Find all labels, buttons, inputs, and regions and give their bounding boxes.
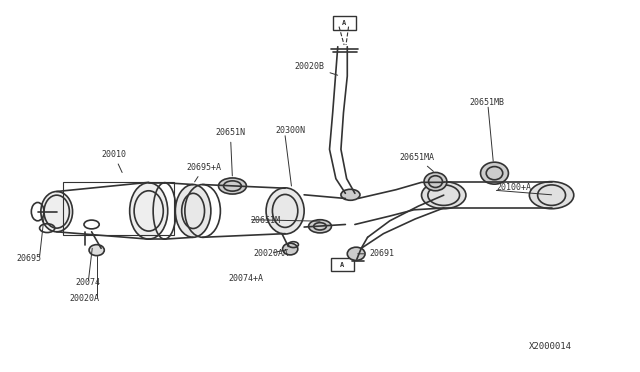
Ellipse shape	[529, 182, 574, 209]
Bar	[333, 16, 356, 29]
Ellipse shape	[481, 162, 508, 184]
Text: 20651MA: 20651MA	[399, 153, 435, 171]
Ellipse shape	[175, 185, 211, 237]
Text: 20695: 20695	[17, 254, 42, 263]
Ellipse shape	[422, 182, 466, 209]
Text: 20651M: 20651M	[250, 216, 280, 225]
Text: 20020B: 20020B	[294, 62, 338, 75]
Ellipse shape	[41, 192, 72, 232]
Text: 20020A: 20020A	[69, 294, 99, 304]
Text: A: A	[342, 20, 346, 26]
Text: 20074: 20074	[76, 278, 100, 287]
Ellipse shape	[266, 188, 304, 234]
Text: 20651N: 20651N	[215, 128, 245, 176]
Text: 20010: 20010	[101, 150, 126, 173]
Ellipse shape	[424, 173, 447, 191]
Text: A: A	[340, 262, 344, 268]
Ellipse shape	[89, 245, 104, 256]
Ellipse shape	[218, 178, 246, 194]
Text: 20695+A: 20695+A	[187, 163, 222, 182]
Bar	[331, 258, 354, 272]
Text: 20300N: 20300N	[276, 126, 305, 135]
Text: X2000014: X2000014	[529, 342, 572, 351]
Ellipse shape	[341, 189, 360, 200]
Text: 20074+A: 20074+A	[228, 274, 263, 283]
Ellipse shape	[130, 183, 168, 239]
Text: 20651MB: 20651MB	[469, 98, 504, 108]
Text: 20691: 20691	[358, 249, 394, 259]
Text: 20020AA: 20020AA	[253, 248, 289, 258]
Ellipse shape	[283, 243, 298, 255]
Ellipse shape	[348, 247, 365, 260]
Text: 20100+A: 20100+A	[497, 183, 531, 192]
Bar	[63, 182, 174, 235]
Ellipse shape	[308, 220, 332, 233]
